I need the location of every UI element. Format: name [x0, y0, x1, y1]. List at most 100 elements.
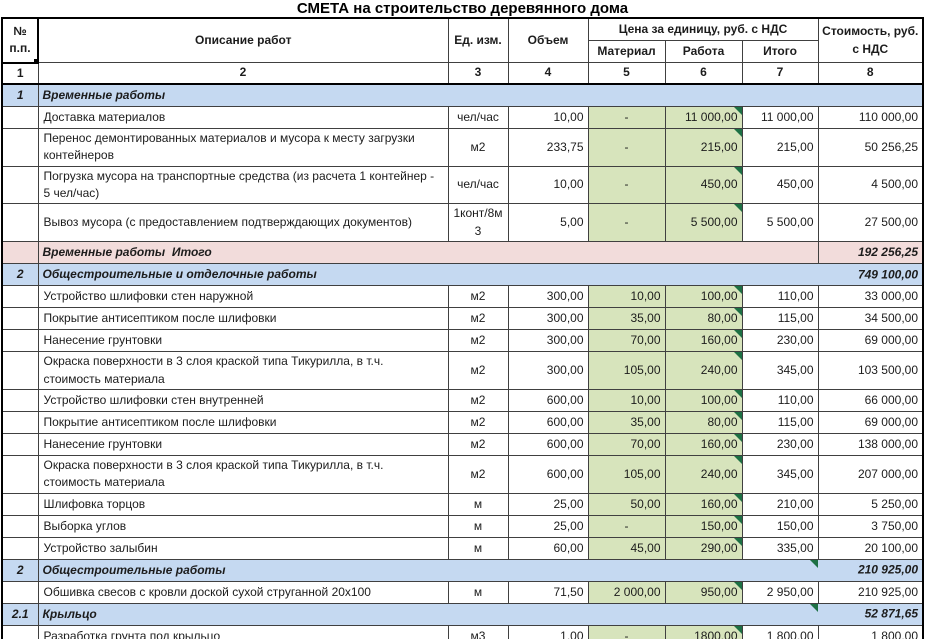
cell-unit[interactable]: 1конт/8м3 [447, 203, 509, 243]
cell-work-price[interactable]: 215,00 [664, 127, 743, 167]
cell-description[interactable]: Устройство шлифовки стен внутренней [37, 389, 449, 413]
cell-row-number[interactable] [1, 455, 39, 494]
cell-work-price[interactable]: 450,00 [664, 165, 743, 205]
cell-unit[interactable]: м2 [447, 411, 509, 435]
cell-description[interactable]: Устройство залыбин [37, 536, 449, 560]
cell-work-price[interactable]: 290,00 [664, 536, 743, 560]
cell-volume[interactable]: 600,00 [507, 389, 589, 413]
cell-volume[interactable]: 600,00 [507, 411, 589, 435]
cell-description[interactable]: Шлифовка торцов [37, 492, 449, 516]
cell-volume[interactable]: 60,00 [507, 536, 589, 560]
cell-unit[interactable]: м [447, 536, 509, 560]
cell-unit-total[interactable]: 230,00 [741, 329, 819, 353]
cell-work-price[interactable]: 100,00 [664, 285, 743, 309]
cell-unit-total[interactable]: 215,00 [741, 127, 819, 167]
cell-description[interactable]: Перенос демонтированных материалов и мус… [37, 127, 449, 167]
cell-volume[interactable]: 25,00 [507, 492, 589, 516]
cell-description[interactable]: Устройство шлифовки стен наружной [37, 285, 449, 309]
cell-volume[interactable]: 25,00 [507, 514, 589, 538]
cell-unit[interactable]: м [447, 580, 509, 604]
cell-unit-total[interactable]: 335,00 [741, 536, 819, 560]
cell-material-price[interactable]: 35,00 [587, 411, 666, 435]
cell-unit-total[interactable]: 115,00 [741, 411, 819, 435]
cell-section-title[interactable]: Крыльцо 52 871,65 [37, 602, 924, 626]
cell-row-number[interactable] [1, 411, 39, 435]
cell-unit[interactable]: чел/час [447, 165, 509, 205]
cell-description[interactable]: Нанесение грунтовки [37, 329, 449, 353]
cell-work-price[interactable]: 240,00 [664, 351, 743, 391]
cell-volume[interactable]: 10,00 [507, 165, 589, 205]
cell-unit[interactable]: м2 [447, 329, 509, 353]
cell-cost[interactable]: 3 750,00 [817, 514, 924, 538]
cell-cost[interactable]: 103 500,00 [817, 351, 924, 391]
cell-section-title[interactable]: Временные работы [37, 83, 924, 107]
cell-volume[interactable]: 71,50 [507, 580, 589, 604]
cell-cost[interactable]: 4 500,00 [817, 165, 924, 205]
cell-section-number[interactable]: 2.1 [1, 602, 39, 626]
column-number[interactable]: 8 [817, 61, 924, 85]
cell-cost[interactable]: 1 800,00 [817, 624, 924, 639]
cell-cost[interactable]: 20 100,00 [817, 536, 924, 560]
cell-row-number[interactable] [1, 105, 39, 129]
cell-work-price[interactable]: 160,00 [664, 329, 743, 353]
cell-work-price[interactable]: 5 500,00 [664, 203, 743, 243]
cell-unit[interactable]: м2 [447, 351, 509, 391]
cell-unit-total[interactable]: 1 800,00 [741, 624, 819, 639]
cell-unit-total[interactable]: 150,00 [741, 514, 819, 538]
cell-row-number[interactable] [1, 433, 39, 457]
cell-material-price[interactable]: 45,00 [587, 536, 666, 560]
header-cell-volume[interactable]: Объем [507, 17, 589, 63]
header-cell-total[interactable]: Итого [741, 40, 819, 63]
cell-unit-total[interactable]: 210,00 [741, 492, 819, 516]
cell-volume[interactable]: 1,00 [507, 624, 589, 639]
cell-volume[interactable]: 233,75 [507, 127, 589, 167]
cell-cost[interactable]: 69 000,00 [817, 329, 924, 353]
cell-volume[interactable]: 300,00 [507, 307, 589, 331]
cell-cost[interactable]: 5 250,00 [817, 492, 924, 516]
cell-row-number[interactable] [1, 285, 39, 309]
cell-row-number[interactable] [1, 351, 39, 391]
cell-cost[interactable]: 27 500,00 [817, 203, 924, 243]
cell-unit[interactable]: м2 [447, 307, 509, 331]
cell-work-price[interactable]: 1800,00 [664, 624, 743, 639]
cell-row-number[interactable] [1, 203, 39, 243]
cell-subtotal-title[interactable]: Временные работы Итого [37, 241, 819, 265]
cell-work-price[interactable]: 80,00 [664, 307, 743, 331]
cell-subtotal-value[interactable]: 192 256,25 [817, 241, 924, 265]
column-number[interactable]: 2 [37, 61, 449, 85]
cell-section-number[interactable]: 2 [1, 558, 39, 582]
cell-material-price[interactable]: 10,00 [587, 389, 666, 413]
cell-work-price[interactable]: 150,00 [664, 514, 743, 538]
cell-row-number[interactable] [1, 389, 39, 413]
cell-material-price[interactable]: 35,00 [587, 307, 666, 331]
cell-unit[interactable]: м2 [447, 285, 509, 309]
cell-unit-total[interactable]: 230,00 [741, 433, 819, 457]
header-cell-description[interactable]: Описание работ [37, 17, 449, 63]
cell-row-number[interactable] [1, 307, 39, 331]
column-number[interactable]: 5 [587, 61, 666, 85]
header-cell-material[interactable]: Материал [587, 40, 666, 63]
cell-unit-total[interactable]: 110,00 [741, 285, 819, 309]
cell-volume[interactable]: 5,00 [507, 203, 589, 243]
cell-material-price[interactable]: - [587, 203, 666, 243]
cell-material-price[interactable]: 10,00 [587, 285, 666, 309]
cell-unit-total[interactable]: 110,00 [741, 389, 819, 413]
cell-row-number[interactable] [1, 536, 39, 560]
cell-cost[interactable]: 50 256,25 [817, 127, 924, 167]
cell-row-number[interactable] [1, 127, 39, 167]
header-cell-work[interactable]: Работа [664, 40, 743, 63]
cell-work-price[interactable]: 100,00 [664, 389, 743, 413]
cell-material-price[interactable]: - [587, 105, 666, 129]
cell-section-title[interactable]: Общестроительные и отделочные работы 749 … [37, 263, 924, 287]
cell-description[interactable]: Покрытие антисептиком после шлифовки [37, 411, 449, 435]
cell-description[interactable]: Погрузка мусора на транспортные средства… [37, 165, 449, 205]
cell-unit[interactable]: м [447, 492, 509, 516]
cell-volume[interactable]: 300,00 [507, 285, 589, 309]
cell-volume[interactable]: 600,00 [507, 455, 589, 494]
cell-material-price[interactable]: 105,00 [587, 455, 666, 494]
cell-material-price[interactable]: 70,00 [587, 433, 666, 457]
cell-section-number[interactable]: 2 [1, 263, 39, 287]
header-cell-price-group[interactable]: Цена за единицу, руб. с НДС [587, 17, 819, 41]
cell-cost[interactable]: 138 000,00 [817, 433, 924, 457]
cell-volume[interactable]: 300,00 [507, 351, 589, 391]
